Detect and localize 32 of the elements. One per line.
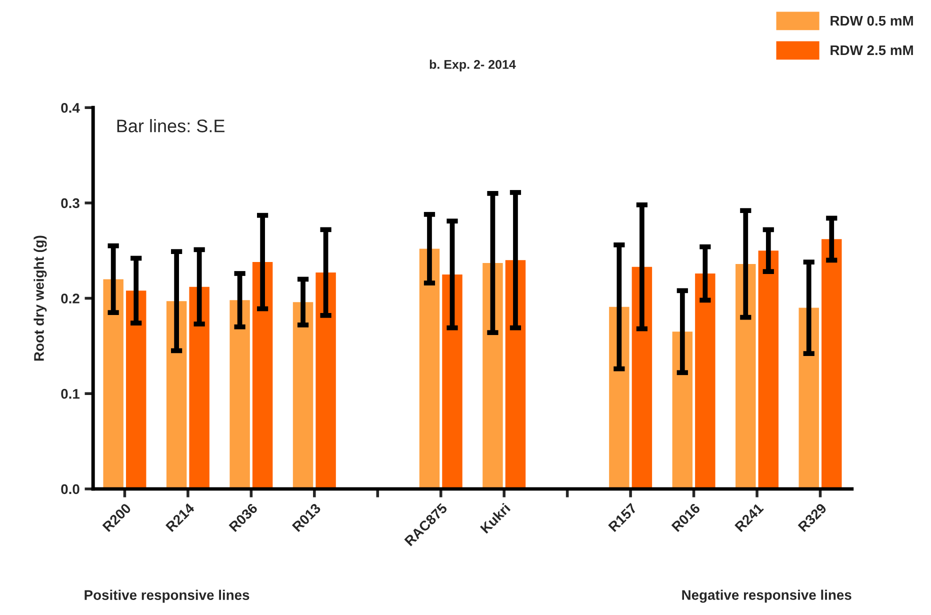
bar (822, 239, 842, 489)
bar (230, 300, 250, 489)
bar (609, 306, 630, 489)
legend-label: RDW 0.5 mM (830, 16, 913, 26)
y-tick-label: 0.4 (61, 102, 80, 113)
bar (126, 290, 146, 489)
y-axis-title: Root dry weight (g) (34, 236, 47, 361)
bar (419, 248, 440, 489)
bar (632, 266, 652, 489)
text: Negative responsive lines (682, 590, 852, 603)
y-tick-label: 0.0 (61, 484, 80, 494)
bar (758, 250, 779, 489)
y-tick-label: 0.1 (61, 388, 80, 399)
bar (736, 264, 756, 489)
bar (798, 308, 819, 489)
legend-label: RDW 2.5 mM (830, 45, 913, 56)
bar (695, 273, 716, 489)
annotation: Bar lines: S.E (117, 119, 224, 132)
bar (292, 302, 314, 489)
y-tick-label: 0.3 (61, 198, 80, 208)
bar (103, 279, 124, 489)
bar (166, 301, 187, 489)
text: Positive responsive lines (84, 590, 250, 603)
bar (252, 262, 273, 489)
bar (482, 263, 503, 489)
bar (189, 286, 210, 489)
bar (505, 260, 526, 489)
bar (316, 272, 336, 489)
bar (442, 274, 462, 489)
bar (672, 332, 693, 489)
chart-title: b. Exp. 2- 2014 (430, 60, 516, 72)
y-tick-label: 0.2 (61, 294, 80, 304)
